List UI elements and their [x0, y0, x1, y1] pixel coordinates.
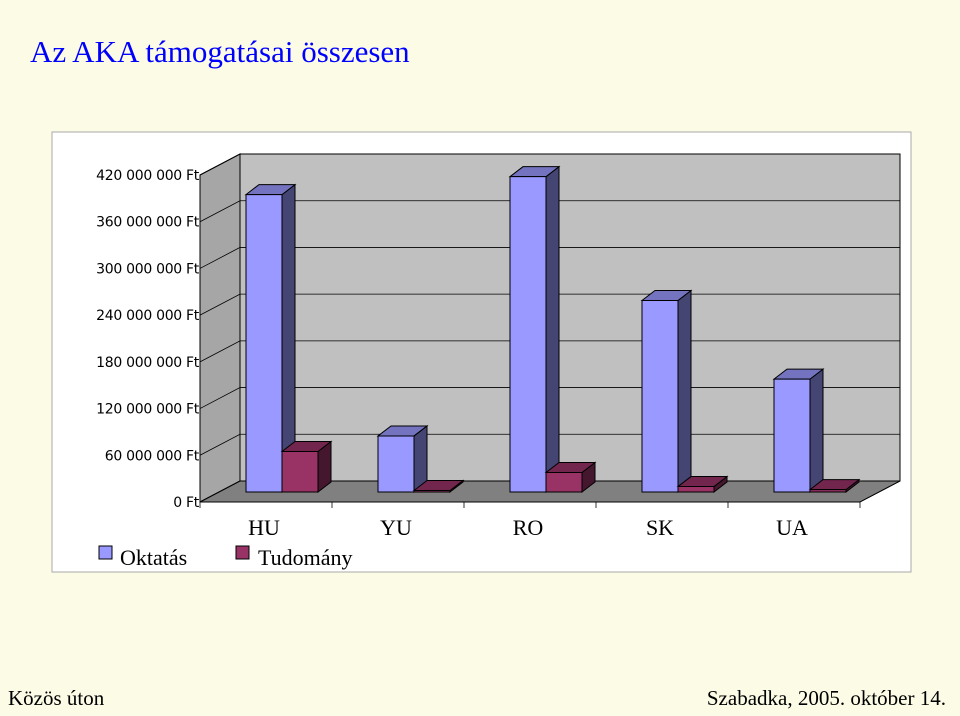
- y-tick-label: 420 000 000 Ft: [96, 168, 200, 184]
- y-tick-label: 360 000 000 Ft: [96, 215, 200, 231]
- legend-label-oktatas: Oktatás: [120, 545, 187, 570]
- bar-tudomany-ro: [544, 461, 597, 494]
- y-tick-label: 240 000 000 Ft: [96, 308, 200, 324]
- side-wall: [199, 153, 241, 503]
- y-tick-label: 180 000 000 Ft: [96, 355, 200, 371]
- x-tick-label: UA: [776, 515, 808, 540]
- bar-oktatas-ro: [508, 165, 561, 494]
- x-tick-label: SK: [646, 515, 674, 540]
- bar-oktatas-sk: [640, 289, 693, 494]
- bar-oktatas-hu: [244, 183, 297, 494]
- legend-label-tudomany: Tudomány: [258, 545, 353, 570]
- x-tick-label: RO: [513, 515, 544, 540]
- legend-swatch-tudomany: [235, 545, 250, 560]
- y-tick-label: 0 Ft: [173, 495, 200, 511]
- y-tick-label: 300 000 000 Ft: [96, 261, 200, 277]
- footer-right: Szabadka, 2005. október 14.: [706, 686, 946, 710]
- bar-tudomany-sk: [676, 475, 729, 494]
- legend-swatch-oktatas: [98, 545, 113, 560]
- y-tick-label: 120 000 000 Ft: [96, 402, 200, 418]
- x-tick-label: YU: [380, 515, 412, 540]
- x-tick-label: HU: [248, 515, 280, 540]
- bar-tudomany-yu: [412, 479, 465, 494]
- gridline: [199, 247, 900, 269]
- bar-oktatas-ua: [772, 368, 825, 494]
- slide-title: Az AKA támogatásai összesen: [30, 34, 410, 69]
- gridline: [199, 153, 900, 176]
- footer-left: Közös úton: [8, 686, 105, 710]
- y-tick-label: 60 000 000 Ft: [105, 448, 200, 464]
- bar-tudomany-hu: [280, 440, 333, 494]
- bar-tudomany-ua: [808, 478, 861, 494]
- gridline: [199, 200, 900, 223]
- bar-oktatas-yu: [376, 424, 429, 494]
